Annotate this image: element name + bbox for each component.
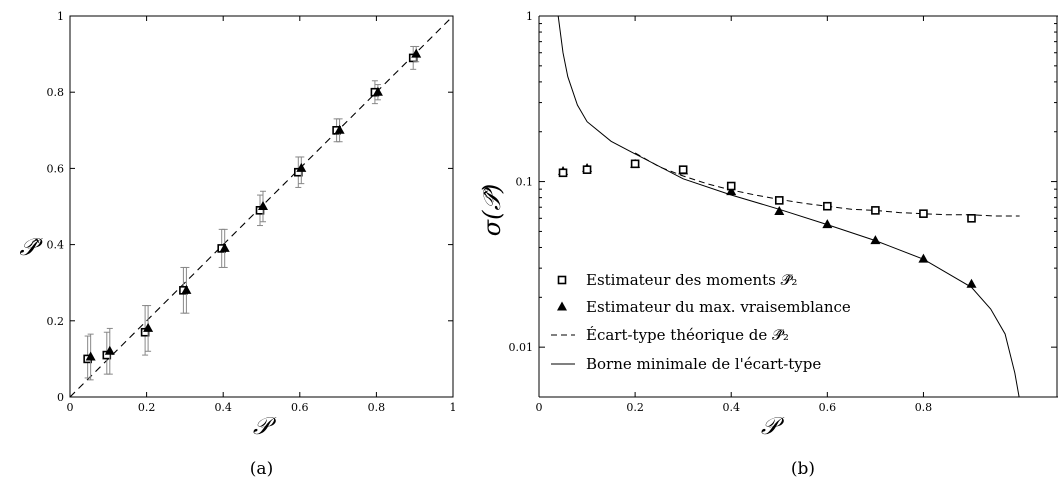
x-tick-label: 0.6 bbox=[819, 401, 837, 414]
data-point bbox=[918, 253, 929, 263]
plot-frame bbox=[69, 15, 454, 398]
series-1 bbox=[558, 158, 977, 288]
panel-b: 0 0.2 0.4 0.6 0.8 0.01 0.1 1 Estimateur des mome… bbox=[478, 10, 1058, 479]
data-point bbox=[822, 219, 833, 229]
data-point bbox=[104, 345, 115, 355]
data-point bbox=[296, 162, 307, 172]
y-tick-label: 0.8 bbox=[47, 86, 65, 99]
legend-marker-triangle bbox=[557, 301, 567, 311]
data-point bbox=[823, 201, 832, 211]
x-tick-label: 0 bbox=[67, 401, 74, 414]
legend-entry-text: Estimateur des moments 𝒫̂₂ bbox=[586, 271, 797, 289]
x-tick-label: 1 bbox=[450, 401, 457, 414]
x-tick-label: 0.2 bbox=[138, 401, 156, 414]
data-point bbox=[558, 168, 568, 178]
data-point bbox=[372, 86, 383, 96]
y-axis-title: σ(𝒫̂) bbox=[478, 184, 506, 236]
y-tick-label: 0.4 bbox=[47, 239, 65, 252]
series-0 bbox=[558, 159, 976, 223]
series-0 bbox=[83, 45, 418, 379]
x-tick-label: 0.4 bbox=[722, 401, 740, 414]
data-point bbox=[678, 165, 688, 174]
data-point bbox=[919, 209, 928, 218]
data-point bbox=[411, 48, 422, 58]
data-point bbox=[582, 165, 592, 174]
x-tick-label: 0.8 bbox=[915, 401, 933, 414]
data-point bbox=[871, 206, 880, 215]
y-tick-label: 1 bbox=[526, 10, 533, 23]
y-tick-label: 0.6 bbox=[47, 162, 65, 175]
data-point bbox=[630, 159, 640, 169]
data-point bbox=[181, 284, 192, 294]
y-tick-label: 0 bbox=[57, 391, 64, 404]
data-point bbox=[967, 214, 976, 223]
panel-label: (b) bbox=[791, 459, 815, 479]
y-axis-title: 𝒫̂ bbox=[19, 233, 43, 261]
data-point bbox=[85, 351, 96, 361]
legend-marker-square bbox=[557, 275, 567, 285]
legend-entry-text: Borne minimale de l'écart-type bbox=[586, 355, 821, 373]
y-tick-label: 0.01 bbox=[509, 341, 534, 354]
x-tick-label: 0.8 bbox=[368, 401, 386, 414]
legend-entry-text: Écart-type théorique de 𝒫̂₂ bbox=[586, 326, 789, 344]
legend: Estimateur des moments 𝒫̂₂ Estimateur du … bbox=[551, 271, 851, 373]
panel-a: 0 0.2 0.4 0.6 0.8 1 0 0.2 0.4 0.6 0.8 1 𝒫 𝒫̂ (a) bbox=[19, 10, 456, 479]
x-tick-label: 0 bbox=[536, 401, 543, 414]
data-point bbox=[143, 322, 154, 332]
data-point bbox=[774, 196, 784, 205]
data-point bbox=[726, 186, 737, 196]
data-point bbox=[966, 278, 977, 288]
data-point bbox=[219, 242, 230, 252]
data-point bbox=[334, 124, 345, 134]
x-tick-label: 0.6 bbox=[291, 401, 309, 414]
y-tick-label: 0.2 bbox=[47, 315, 65, 328]
data-point bbox=[774, 205, 785, 215]
y-tick-label: 1 bbox=[57, 10, 64, 23]
x-axis-title: 𝒫 bbox=[761, 412, 785, 440]
data-point bbox=[726, 181, 736, 191]
series-1 bbox=[85, 45, 422, 381]
data-point bbox=[258, 201, 268, 210]
minimum-bound-curve bbox=[557, 16, 1020, 397]
legend-entry-text: Estimateur du max. vraisemblance bbox=[586, 298, 851, 316]
y-tick-label: 0.1 bbox=[516, 176, 534, 189]
panel-label: (a) bbox=[250, 459, 273, 479]
x-tick-label: 0.2 bbox=[626, 401, 644, 414]
x-tick-label: 0.4 bbox=[214, 401, 232, 414]
data-point bbox=[870, 235, 881, 245]
x-axis-title: 𝒫 bbox=[253, 412, 277, 440]
